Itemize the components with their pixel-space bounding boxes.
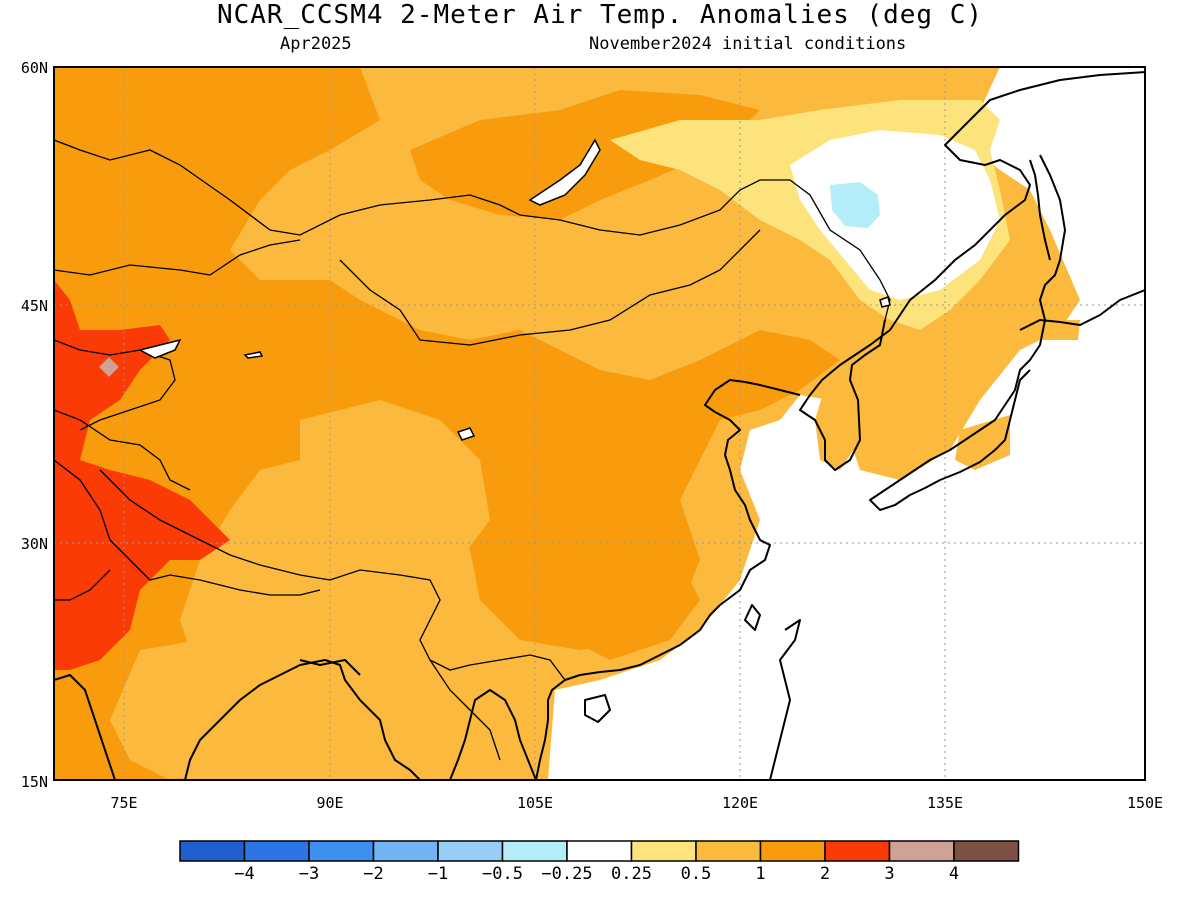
longitude-labels: 75E 90E 105E 120E 135E 150E xyxy=(110,794,1163,812)
coast-hainan xyxy=(584,694,611,723)
anomaly-region-0.5-1-india xyxy=(110,640,250,780)
colorbar-swatch xyxy=(953,840,1020,862)
colorbar-swatch xyxy=(437,840,504,862)
border-russia-south xyxy=(54,139,891,321)
colorbar: −4 −3 −2 −1 −0.5 −0.25 0.25 0.5 1 2 3 4 xyxy=(179,840,1020,884)
colorbar-label: −2 xyxy=(363,864,383,884)
map-title: NCAR_CCSM4 2-Meter Air Temp. Anomalies (… xyxy=(216,0,984,30)
coast-indochina xyxy=(449,689,537,780)
anomaly-region-2-3 xyxy=(54,280,230,670)
latitude-labels: 60N 45N 30N 15N xyxy=(21,59,48,791)
border-kazakhstan xyxy=(54,239,301,276)
init-conditions-label: November2024 initial conditions xyxy=(589,34,907,54)
border-south-china xyxy=(469,654,566,681)
colorbar-label: 1 xyxy=(755,864,765,884)
colorbar-swatch xyxy=(372,840,439,862)
lon-label-120: 120E xyxy=(722,794,758,812)
colorbar-label: 0.5 xyxy=(681,864,712,884)
colorbar-label: 2 xyxy=(820,864,830,884)
colorbar-swatch xyxy=(824,840,891,862)
lake-balkhash xyxy=(137,338,182,359)
colorbar-swatch xyxy=(501,840,568,862)
lake-khanka xyxy=(879,296,891,308)
coast-philippines xyxy=(769,619,801,780)
colorbar-label: −1 xyxy=(428,864,448,884)
colorbar-label: 4 xyxy=(949,864,959,884)
lon-label-135: 135E xyxy=(927,794,963,812)
lon-label-105: 105E xyxy=(517,794,553,812)
lake-qinghai xyxy=(456,427,476,441)
anomaly-region-korea xyxy=(815,360,870,470)
lakes xyxy=(137,138,891,441)
coast-taiwan xyxy=(744,604,761,631)
anomaly-region-japan xyxy=(955,415,1010,470)
coast-east-asia xyxy=(799,71,1145,471)
colorbar-label: 0.25 xyxy=(611,864,652,884)
anomaly-field xyxy=(54,67,1145,780)
coast-myanmar xyxy=(184,659,421,780)
country-borders xyxy=(54,139,891,761)
border-india-north xyxy=(54,459,321,596)
lon-label-75: 75E xyxy=(110,794,137,812)
colorbar-swatch xyxy=(888,840,955,862)
lat-label-15: 15N xyxy=(21,773,48,791)
colorbar-label: −0.5 xyxy=(482,864,523,884)
anomaly-region-0.5-1-central xyxy=(300,400,490,560)
valid-month-label: Apr2025 xyxy=(280,34,352,54)
colorbar-label: −4 xyxy=(234,864,254,884)
colorbar-label: −0.25 xyxy=(541,864,592,884)
border-mongolia-south xyxy=(339,229,761,346)
anomaly-region-near-zero xyxy=(790,130,1000,300)
lat-label-45: 45N xyxy=(21,297,48,315)
coast-sakhalin xyxy=(1029,159,1051,261)
colorbar-label: −3 xyxy=(299,864,319,884)
anomaly-region-1-2-southeast xyxy=(555,540,700,660)
colorbar-label: 3 xyxy=(884,864,894,884)
border-pakistan xyxy=(54,569,111,601)
lat-label-60: 60N xyxy=(21,59,48,77)
coast-japan xyxy=(869,154,1066,511)
anomaly-region-hokkaido xyxy=(1035,320,1080,340)
lake-issyk-kul xyxy=(243,351,264,359)
lon-label-90: 90E xyxy=(316,794,343,812)
border-myanmar-laos xyxy=(429,659,501,761)
coast-hokkaido xyxy=(1019,289,1145,331)
lat-label-30: 30N xyxy=(21,535,48,553)
lon-label-150: 150E xyxy=(1127,794,1163,812)
lake-baikal xyxy=(528,138,601,206)
colorbar-swatch xyxy=(179,840,246,862)
border-central-asia xyxy=(54,339,176,431)
border-afghanistan xyxy=(54,409,191,491)
colorbar-swatch xyxy=(759,840,826,862)
coast-bay-of-bengal xyxy=(299,659,361,676)
colorbar-swatch xyxy=(308,840,375,862)
map-frame xyxy=(53,66,1146,781)
colorbar-swatch xyxy=(566,840,633,862)
colorbar-swatch xyxy=(630,840,697,862)
border-himalaya xyxy=(99,469,471,671)
coast-india-west xyxy=(54,674,116,780)
anomaly-region-3-4 xyxy=(99,357,119,377)
anomaly-region-neg-0.5 xyxy=(830,182,880,228)
colorbar-swatch xyxy=(243,840,310,862)
colorbar-swatch xyxy=(695,840,762,862)
